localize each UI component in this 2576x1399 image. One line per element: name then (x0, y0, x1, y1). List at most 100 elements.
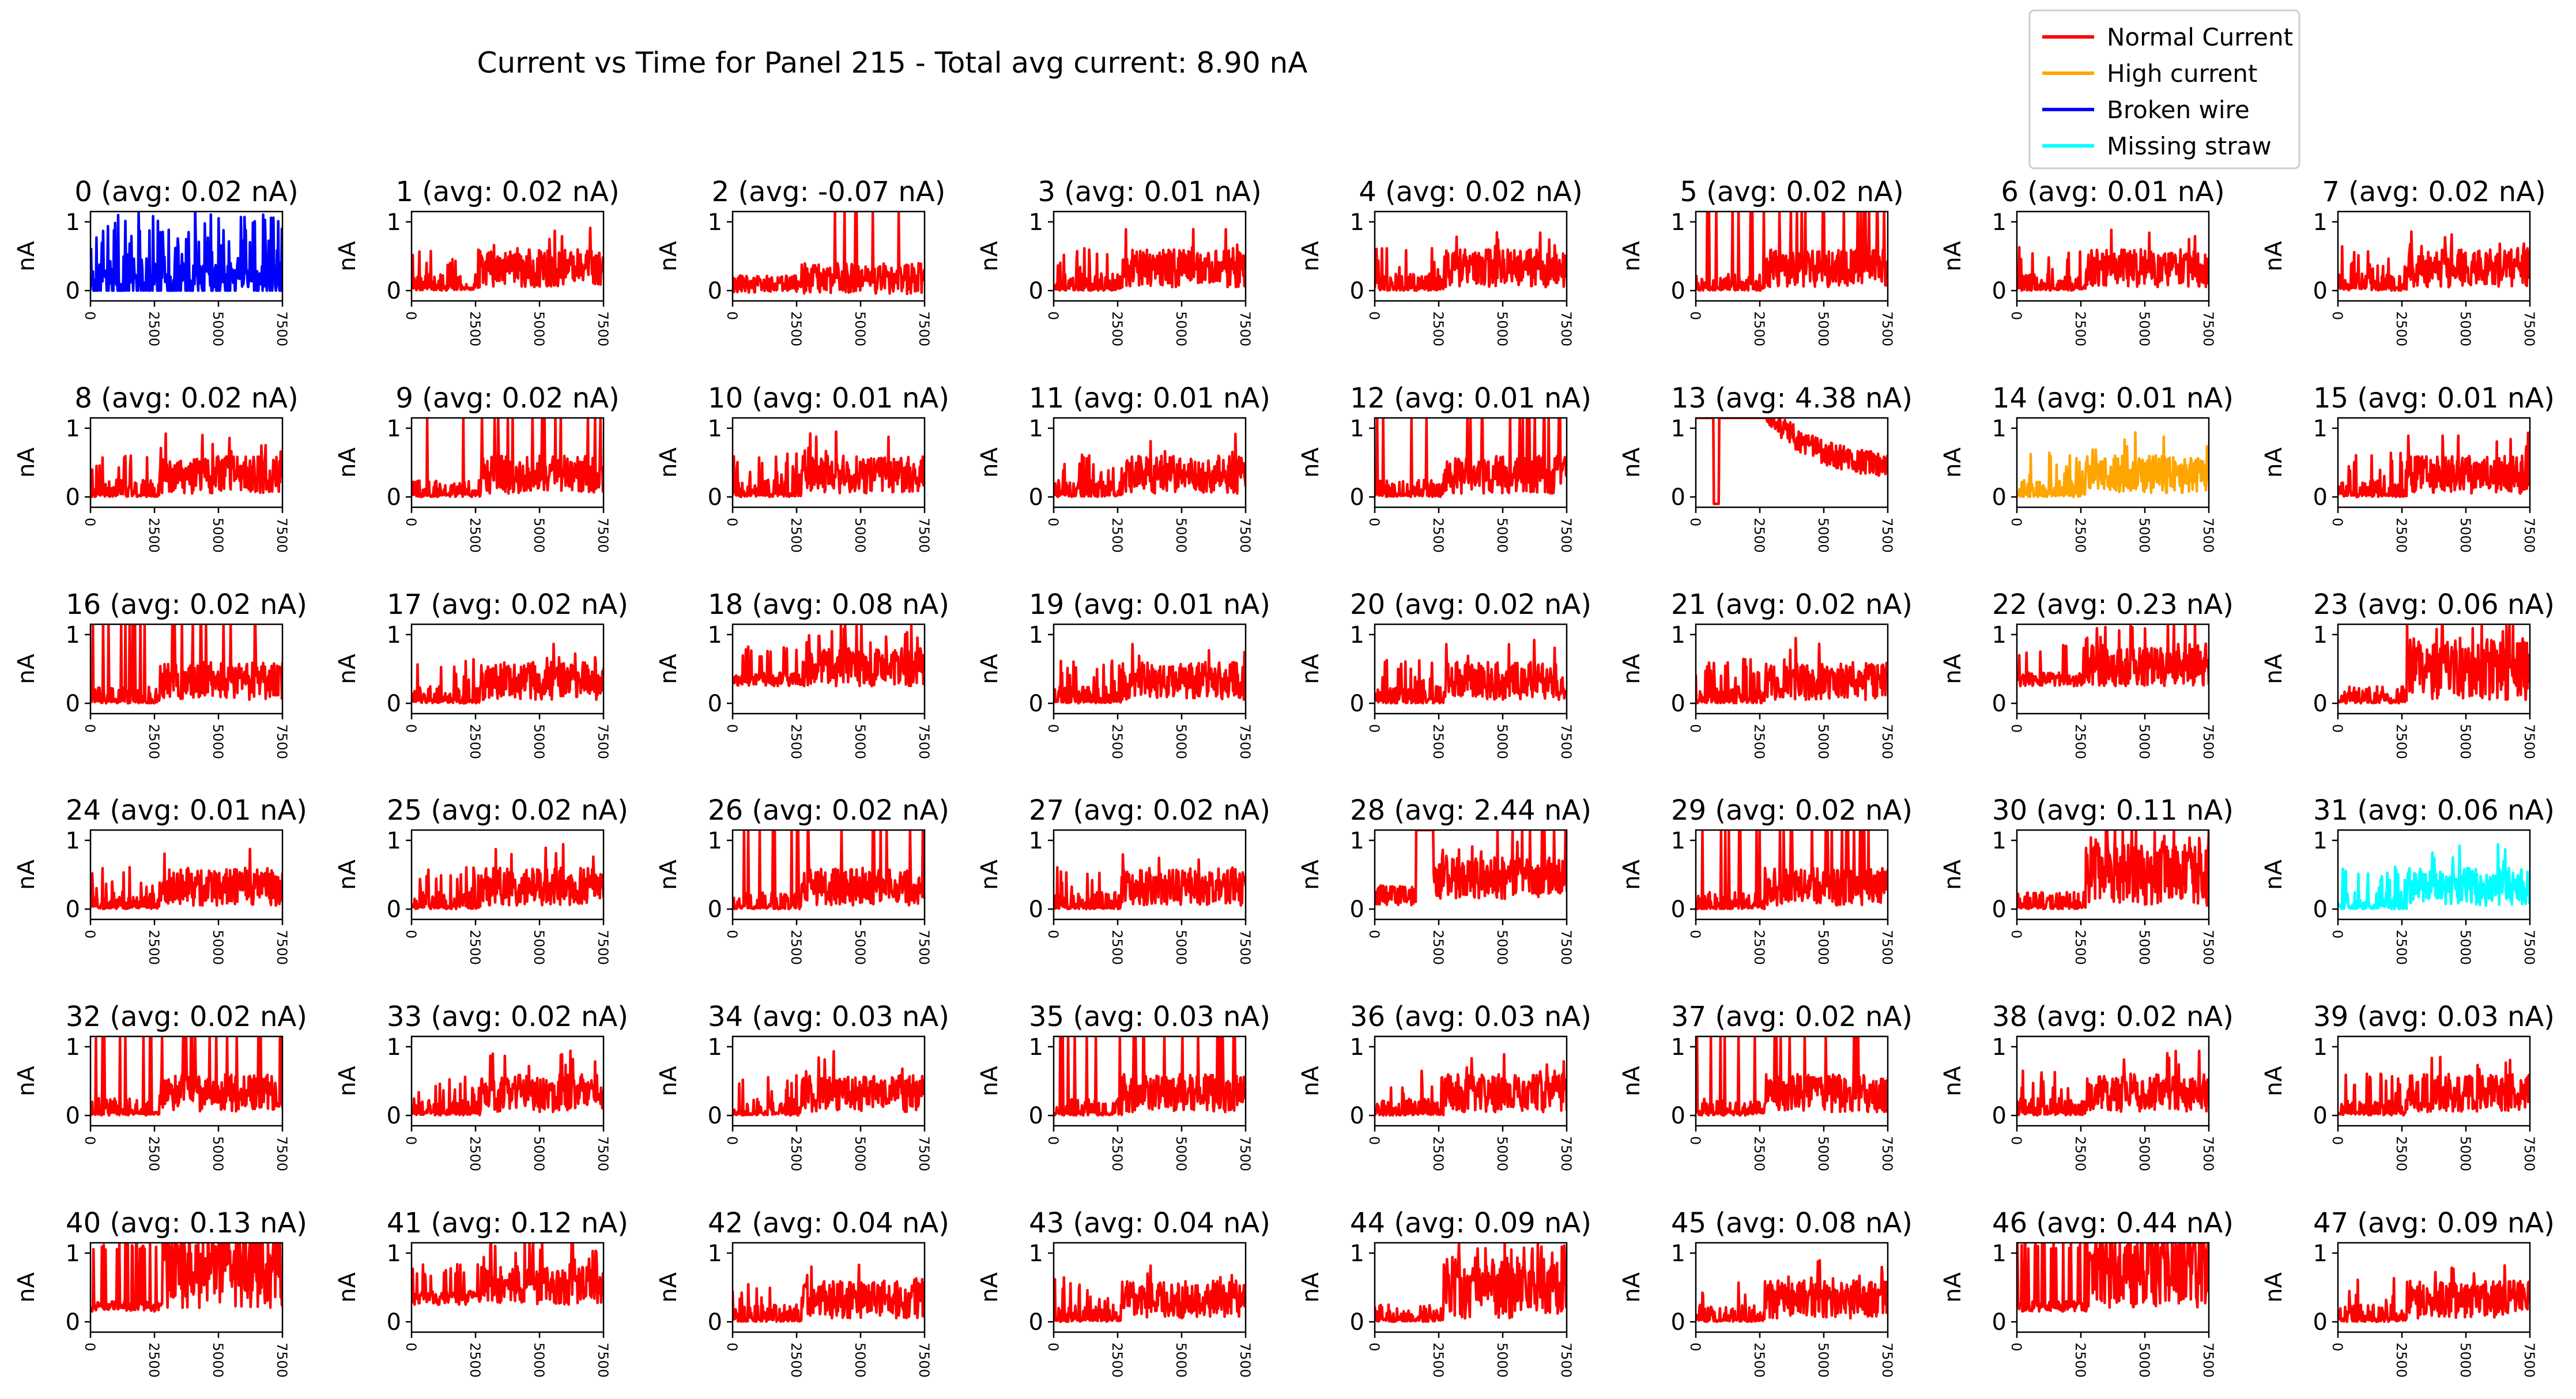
x-tick-label: 0 (1045, 930, 1061, 938)
series-line (2017, 830, 2209, 911)
x-tick-label: 5000 (531, 930, 547, 965)
y-tick-label: 1 (1350, 828, 1364, 854)
subplot: 37 (avg: 0.02 nA) nA 0 1 0 2500 5000 7500 (1619, 1001, 1913, 1171)
x-tick-label: 5000 (852, 1343, 868, 1378)
y-axis-label: nA (334, 1066, 361, 1096)
axes-frame (89, 210, 284, 302)
subplot: 0 (avg: 0.02 nA) nA 0 1 0 2500 5000 7500 (13, 176, 299, 346)
x-tick-label: 0 (724, 724, 740, 733)
y-tick-label: 0 (387, 1103, 401, 1129)
series-line (1054, 853, 1246, 911)
x-tick-label: 0 (724, 311, 740, 320)
x-tick-label: 0 (82, 1136, 98, 1145)
subplot: 32 (avg: 0.02 nA) nA 0 1 0 2500 5000 7500 (13, 1001, 307, 1171)
series-line (2338, 431, 2530, 499)
y-axis-label: nA (1940, 1272, 1966, 1303)
series-line (90, 1243, 282, 1313)
y-tick-label: 1 (2313, 622, 2328, 648)
y-tick-label: 1 (2313, 416, 2328, 442)
x-tick-label: 2500 (1430, 1136, 1446, 1171)
x-tick-label: 5000 (852, 311, 868, 346)
y-tick-label: 1 (1992, 416, 2007, 442)
x-tick-label: 2500 (1109, 518, 1125, 553)
series-line (1375, 231, 1567, 292)
subplot-title: 27 (avg: 0.02 nA) (1029, 794, 1270, 827)
series-line (2017, 228, 2209, 292)
x-tick-label: 7500 (595, 724, 611, 759)
subplot-title: 16 (avg: 0.02 nA) (66, 589, 307, 621)
subplot-title: 38 (avg: 0.02 nA) (1992, 1001, 2234, 1033)
x-tick-label: 5000 (1173, 1136, 1189, 1171)
subplot: 23 (avg: 0.06 nA) nA 0 1 0 2500 5000 7500 (2261, 589, 2555, 759)
x-tick-label: 0 (2329, 1343, 2345, 1351)
subplot-title: 13 (avg: 4.38 nA) (1671, 382, 1913, 414)
x-tick-label: 5000 (2136, 1136, 2152, 1171)
subplot-title: 47 (avg: 0.09 nA) (2313, 1207, 2555, 1239)
x-tick-label: 5000 (2136, 1343, 2152, 1378)
x-tick-label: 7500 (595, 518, 611, 553)
x-tick-label: 0 (1366, 930, 1382, 938)
x-tick-label: 7500 (1879, 518, 1895, 553)
y-tick-label: 1 (1029, 416, 1043, 442)
y-axis-label: nA (1298, 447, 1324, 478)
x-tick-label: 2500 (2072, 518, 2088, 553)
axes-frame (1053, 829, 1247, 921)
y-tick-label: 1 (66, 1034, 80, 1061)
subplot-title: 34 (avg: 0.03 nA) (708, 1001, 949, 1033)
y-tick-label: 0 (66, 1309, 80, 1336)
y-tick-label: 0 (387, 1309, 401, 1336)
y-axis-label: nA (1298, 654, 1324, 684)
x-tick-label: 5000 (1815, 1136, 1831, 1171)
x-tick-label: 0 (1687, 930, 1703, 938)
y-tick-label: 0 (387, 484, 401, 511)
subplot: 12 (avg: 0.01 nA) nA 0 1 0 2500 5000 7500 (1298, 382, 1591, 553)
axes-frame (2016, 829, 2210, 921)
axes-frame (1374, 417, 1568, 508)
subplot-title: 6 (avg: 0.01 nA) (2001, 176, 2224, 208)
x-tick-label: 0 (1045, 724, 1061, 733)
x-tick-label: 0 (2008, 930, 2024, 938)
y-tick-label: 0 (708, 1309, 722, 1336)
y-tick-label: 0 (2313, 691, 2328, 717)
subplot-title: 0 (avg: 0.02 nA) (74, 176, 298, 208)
x-tick-label: 2500 (2072, 724, 2088, 759)
x-tick-label: 0 (2008, 724, 2024, 733)
y-tick-label: 0 (1992, 691, 2007, 717)
axes-frame (89, 1242, 284, 1333)
axes-frame (1374, 1242, 1568, 1333)
x-tick-label: 5000 (531, 518, 547, 553)
y-tick-label: 0 (1350, 278, 1364, 304)
y-tick-label: 1 (2313, 828, 2328, 854)
y-tick-label: 0 (1029, 691, 1043, 717)
axes-frame (731, 1242, 926, 1333)
series-line (2338, 624, 2530, 705)
subplot-title: 29 (avg: 0.02 nA) (1671, 794, 1913, 827)
panel-grid: 0 (avg: 0.02 nA) nA 0 1 0 2500 5000 7500 1 (avg:… (13, 176, 2555, 1378)
x-tick-label: 5000 (210, 518, 226, 553)
axes-frame (1374, 210, 1568, 302)
x-tick-label: 5000 (1815, 1343, 1831, 1378)
subplot-title: 24 (avg: 0.01 nA) (66, 794, 307, 827)
y-tick-label: 0 (387, 278, 401, 304)
x-tick-label: 7500 (2521, 311, 2537, 346)
axes-frame (731, 210, 926, 302)
y-tick-label: 0 (1029, 484, 1043, 511)
y-tick-label: 1 (1350, 416, 1364, 442)
subplot: 28 (avg: 2.44 nA) nA 0 1 0 2500 5000 7500 (1298, 794, 1591, 965)
y-tick-label: 0 (66, 484, 80, 511)
axes-frame (410, 210, 605, 302)
x-tick-label: 7500 (2200, 1343, 2216, 1378)
subplot-title: 26 (avg: 0.02 nA) (708, 794, 949, 827)
x-tick-label: 5000 (210, 930, 226, 965)
x-tick-label: 7500 (2200, 1136, 2216, 1171)
x-tick-label: 5000 (2136, 311, 2152, 346)
x-tick-label: 7500 (2521, 724, 2537, 759)
x-tick-label: 0 (1366, 724, 1382, 733)
subplot: 35 (avg: 0.03 nA) nA 0 1 0 2500 5000 7500 (976, 1001, 1270, 1171)
subplot-title: 19 (avg: 0.01 nA) (1029, 589, 1270, 621)
x-tick-label: 5000 (1494, 518, 1510, 553)
x-tick-label: 2500 (146, 311, 162, 346)
y-tick-label: 1 (708, 828, 722, 854)
x-tick-label: 2500 (1751, 1136, 1767, 1171)
y-tick-label: 1 (66, 828, 80, 854)
